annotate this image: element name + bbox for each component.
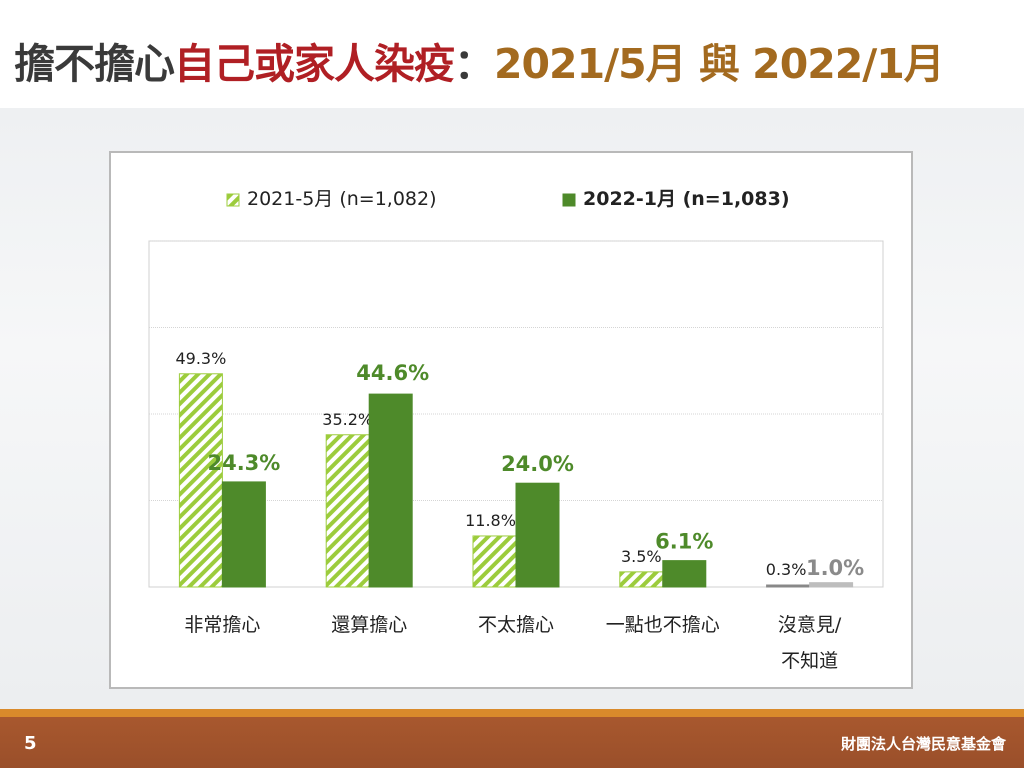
page-number: 5 — [24, 733, 37, 754]
bar-series1-3 — [619, 571, 664, 588]
bar-series2-2 — [515, 482, 560, 588]
category-label-4: 不知道 — [781, 650, 838, 672]
organization-name: 財團法人台灣民意基金會 — [840, 735, 1006, 753]
data-label-series2-4: 1.0% — [806, 556, 864, 580]
data-label-series2-1: 44.6% — [356, 361, 429, 385]
legend-swatch-2 — [562, 193, 576, 207]
category-label-0: 非常擔心 — [184, 614, 260, 636]
legend-label-1: 2021-5月 (n=1,082) — [247, 188, 437, 210]
bar-series2-1 — [368, 393, 413, 588]
footer-accent-stripe — [0, 709, 1024, 717]
title-bar: 擔不擔心自己或家人染疫：2021/5月 與 2022/1月 — [0, 0, 1024, 108]
legend-swatch-1 — [226, 193, 240, 207]
bar-series1-1 — [325, 434, 370, 588]
data-label-series2-0: 24.3% — [207, 451, 280, 475]
data-label-series1-2: 11.8% — [465, 511, 516, 530]
title-part-2: 自己或家人染疫 — [174, 40, 455, 88]
bar-series2-0 — [221, 481, 266, 588]
bar-series1-0 — [178, 373, 223, 588]
bar-series2-3 — [662, 560, 707, 588]
data-label-series1-1: 35.2% — [322, 410, 373, 429]
data-label-series1-3: 3.5% — [621, 547, 662, 566]
category-label-1: 還算擔心 — [331, 614, 407, 636]
slide-title: 擔不擔心自己或家人染疫：2021/5月 與 2022/1月 — [14, 30, 945, 90]
category-label-4: 沒意見/ — [778, 614, 842, 636]
data-label-series2-3: 6.1% — [655, 530, 713, 554]
category-label-2: 不太擔心 — [478, 614, 554, 636]
category-label-3: 一點也不擔心 — [606, 614, 720, 636]
bar-series1-2 — [472, 535, 517, 588]
data-label-series1-0: 49.3% — [175, 349, 226, 368]
data-label-series2-2: 24.0% — [501, 452, 574, 476]
bar-series1-4 — [766, 584, 811, 588]
legend-label-2: 2022-1月 (n=1,083) — [583, 188, 790, 210]
footer-bar: 5 財團法人台灣民意基金會 — [0, 717, 1024, 768]
bar-chart: 2021-5月 (n=1,082) 2022-1月 (n=1,083) 49.3% 2… — [148, 188, 884, 672]
bar-series2-4 — [809, 582, 854, 588]
title-part-3: ： — [454, 40, 495, 88]
title-part-1: 擔不擔心 — [14, 40, 175, 88]
title-part-4: 2021/5月 與 2022/1月 — [494, 40, 945, 88]
data-label-series1-4: 0.3% — [766, 560, 807, 579]
chart-frame: 2021-5月 (n=1,082) 2022-1月 (n=1,083) 49.3% 2… — [109, 151, 913, 689]
